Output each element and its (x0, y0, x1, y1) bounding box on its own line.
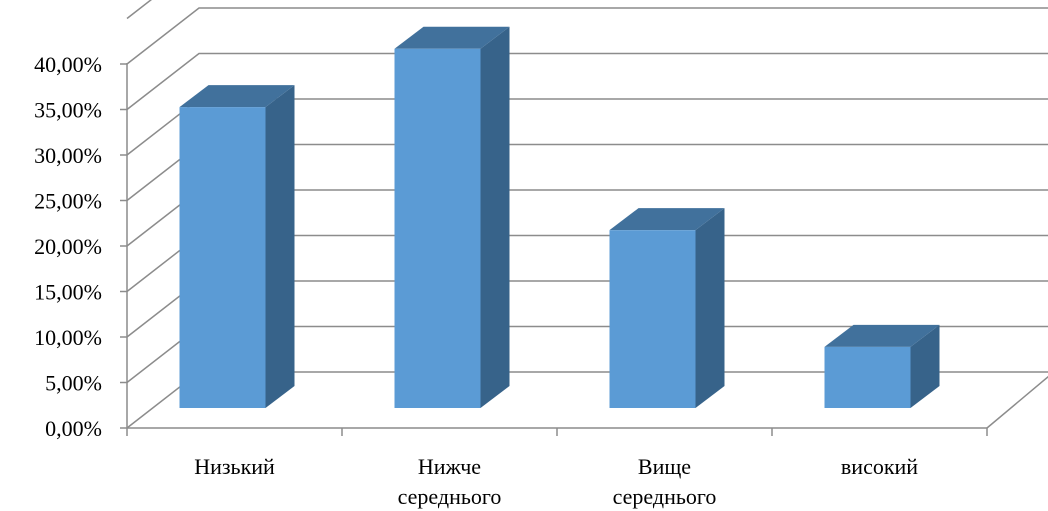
y-tick-label: 30,00% (34, 143, 102, 168)
axis-layer (120, 63, 1048, 436)
label-layer: 0,00% 5,00% 10,00% 15,00% 20,00% 25,00% 30,00%… (34, 52, 918, 509)
y-tick-label: 40,00% (34, 52, 102, 77)
y-tick-label: 0,00% (45, 416, 102, 441)
y-tick-label: 35,00% (34, 98, 102, 123)
x-category-label: Нижче середнього (398, 454, 502, 509)
bar-top (179, 85, 295, 108)
bar (179, 85, 295, 409)
y-tick-label: 20,00% (34, 234, 102, 259)
bar-side (910, 324, 940, 408)
gridline (126, 52, 1048, 111)
y-tick-label: 25,00% (34, 189, 102, 214)
bar (609, 208, 725, 408)
gridline-top (126, 0, 153, 20)
y-tick-label: 5,00% (45, 371, 102, 396)
bar-side (265, 85, 295, 409)
bar-top (609, 208, 725, 231)
bar-top (394, 26, 510, 49)
bar-front (824, 346, 911, 408)
floor-edge (986, 375, 1048, 429)
x-category-label: Низький (194, 454, 275, 479)
x-category-label: Вище середнього (613, 454, 717, 509)
bar-front (394, 48, 481, 409)
x-category-label: високий (841, 454, 918, 479)
bar-top (824, 324, 940, 347)
y-tick-label: 15,00% (34, 280, 102, 305)
y-tick-label: 10,00% (34, 325, 102, 350)
bar-side (695, 208, 725, 408)
gridline (126, 7, 1048, 65)
bar-side (480, 26, 510, 409)
bar-layer (179, 26, 940, 409)
bar (394, 26, 510, 409)
bar-front (609, 230, 696, 408)
bar (824, 324, 940, 408)
bar-front (179, 107, 266, 409)
